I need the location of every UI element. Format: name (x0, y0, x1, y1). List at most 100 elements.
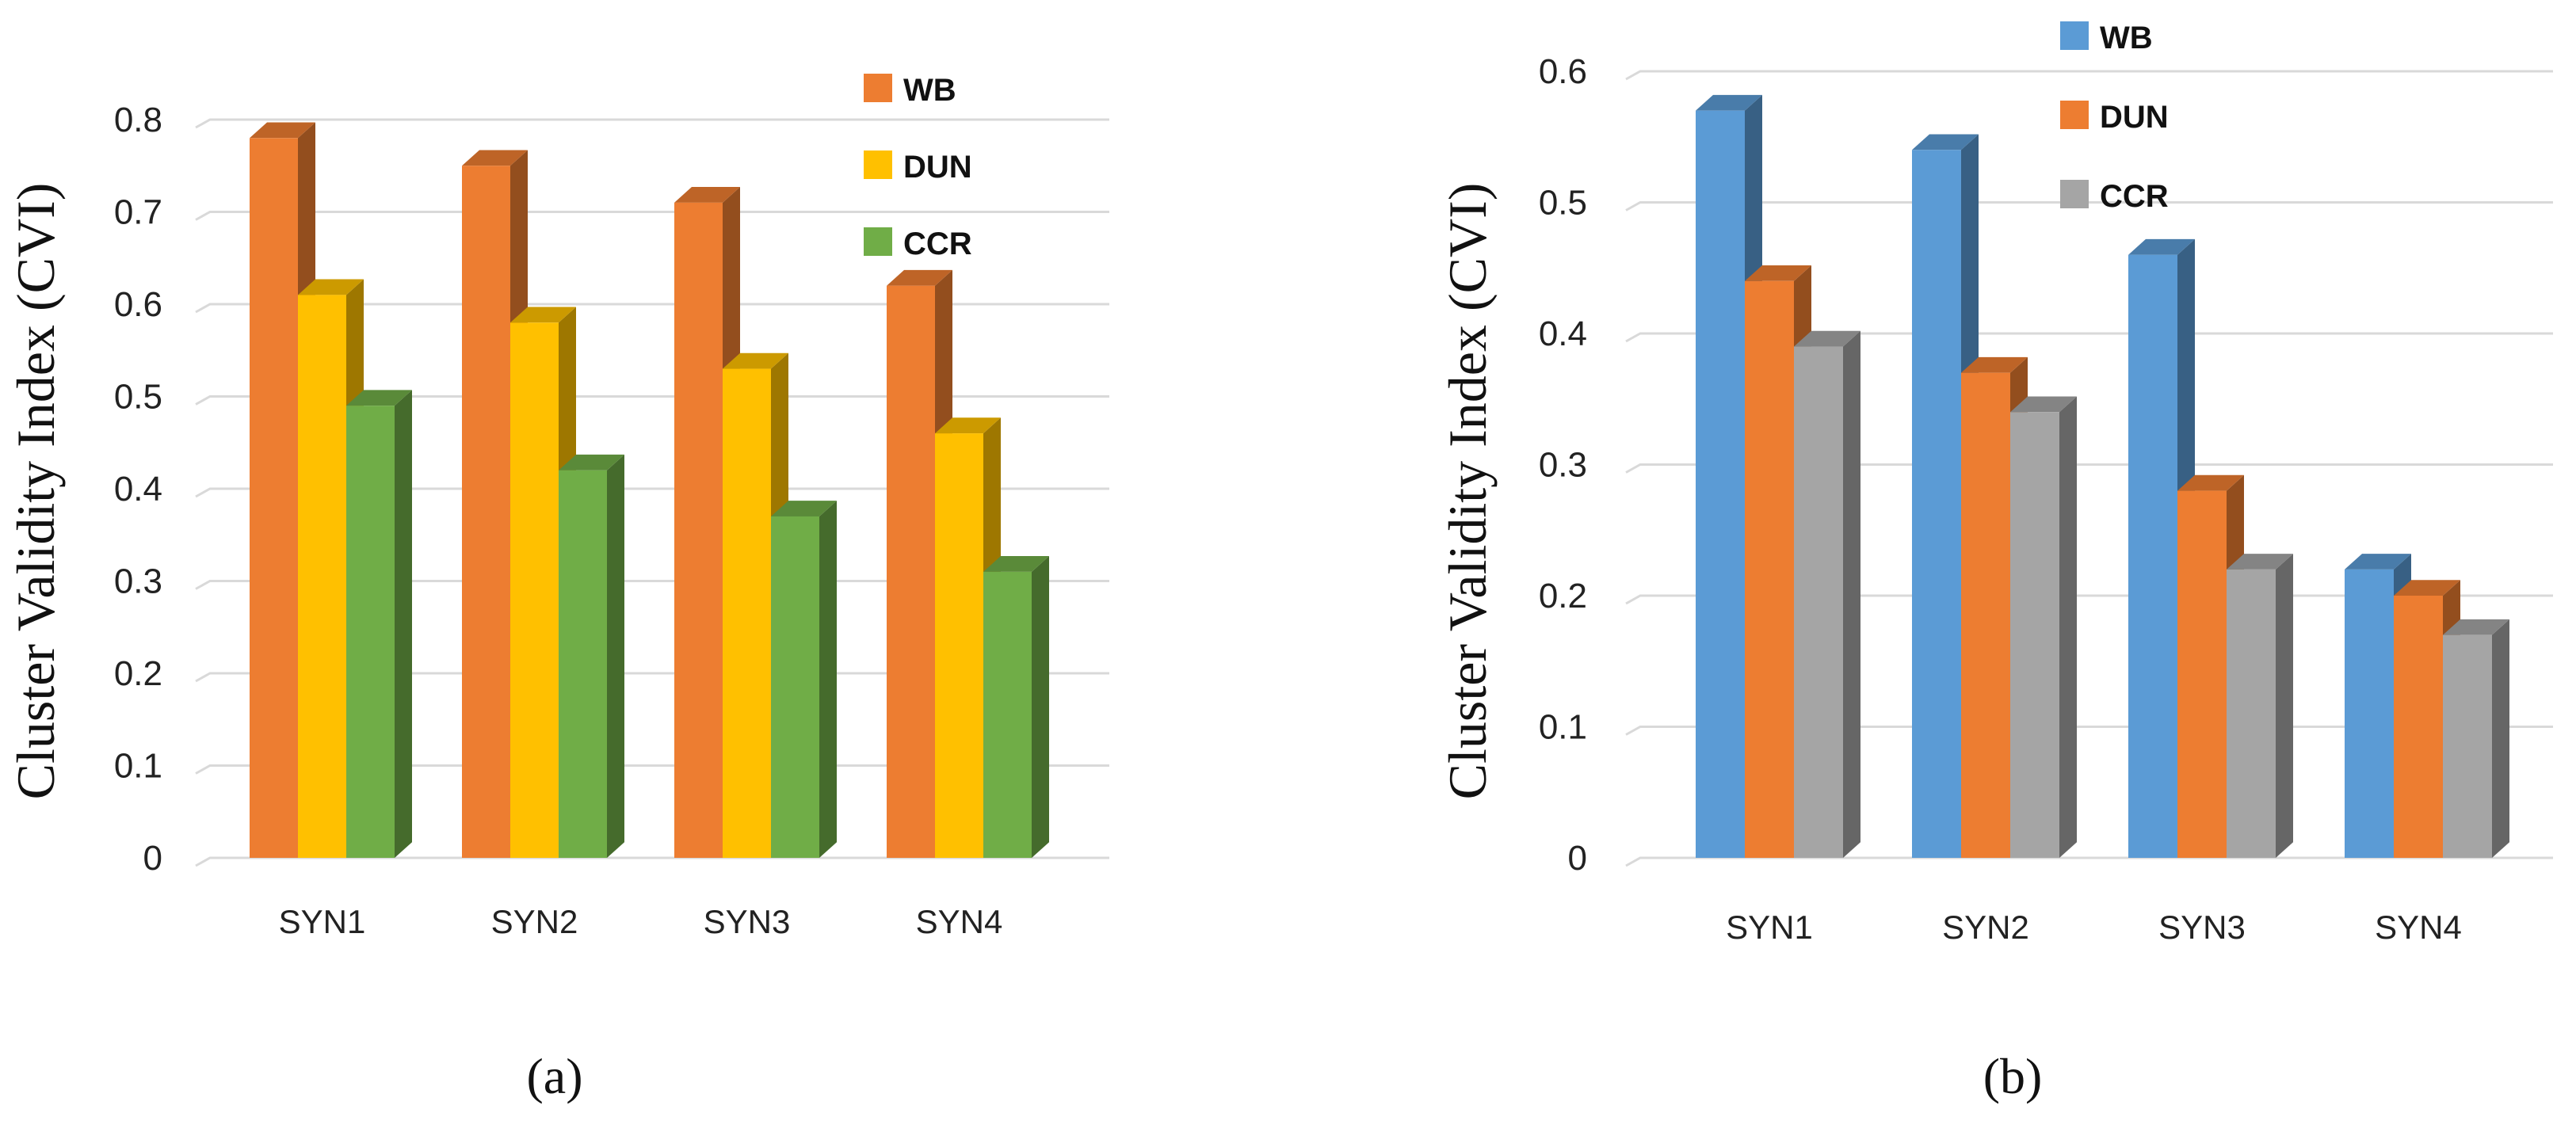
gridline (195, 303, 1109, 314)
y-tick-label: 0 (143, 839, 162, 878)
bar-front (2345, 569, 2394, 858)
bar-front (346, 406, 395, 858)
bar-dun-syn2 (510, 307, 576, 858)
bar-front (559, 470, 607, 858)
bar-top (674, 187, 740, 203)
legend-label: WB (2100, 21, 2153, 55)
legend-label: DUN (2100, 100, 2169, 135)
y-tick-label: 0.6 (1539, 52, 1587, 91)
bar-front (1961, 372, 2010, 858)
bar-side (607, 454, 624, 858)
legend: WB DUN CCR (864, 73, 972, 261)
legend-label: WB (903, 73, 956, 108)
y-tick-label: 0.3 (1539, 446, 1587, 485)
bar-top (559, 454, 624, 471)
bar-front (298, 295, 346, 859)
bar-front (2394, 596, 2443, 858)
bar-front (887, 285, 935, 858)
y-tick-label: 0.5 (114, 378, 162, 417)
bar-top (1961, 356, 2028, 373)
bar-front (2010, 412, 2059, 858)
gridline (195, 395, 1109, 406)
gridline (1625, 201, 2553, 211)
bar-top (771, 501, 837, 516)
bar-ccr-syn2 (559, 454, 624, 858)
x-category-label: SYN3 (2158, 909, 2246, 946)
y-tick-label: 0.1 (114, 747, 162, 786)
legend-swatch (864, 227, 892, 256)
bar-top (723, 352, 788, 369)
bar-ccr-syn2 (2010, 396, 2077, 858)
y-axis-title: Cluster Validity Index (CVI) (1437, 183, 1498, 800)
x-category-label: SYN3 (704, 903, 791, 940)
x-category-label: SYN1 (1726, 909, 1813, 946)
bar-top (1794, 330, 1860, 347)
bar-front (2443, 634, 2492, 858)
bar-top (250, 122, 315, 139)
bar-ccr-syn4 (2443, 619, 2509, 858)
bar-front (771, 516, 819, 858)
bar-top (2128, 238, 2195, 255)
legend-swatch (2060, 101, 2089, 129)
bar-top (2227, 554, 2293, 570)
bar-top (462, 150, 528, 166)
bar-ccr-syn4 (983, 556, 1049, 858)
bar-ccr-syn3 (2227, 554, 2293, 858)
bar-top (2443, 619, 2509, 635)
gridline (195, 487, 1109, 498)
legend-swatch (2060, 21, 2089, 50)
bar-front (1912, 150, 1961, 859)
bar-top (2177, 474, 2244, 491)
x-category-label: SYN1 (279, 903, 366, 940)
y-tick-label: 0.7 (114, 193, 162, 232)
bar-top (2010, 396, 2077, 413)
chart-b: 0 0.1 0.2 0.3 0.4 0.5 0.6 SYN1 SYN2 SYN3 SYN4 WB DUN… (1437, 21, 2553, 1104)
bar-side (1843, 330, 1860, 858)
bar-top (1696, 94, 1762, 111)
bar-front (250, 138, 298, 859)
y-tick-label: 0.5 (1539, 184, 1587, 223)
gridline (195, 856, 1109, 867)
x-category-label: SYN4 (2375, 909, 2462, 946)
y-tick-label: 0.4 (1539, 314, 1587, 353)
y-tick-label: 0 (1568, 839, 1587, 878)
bar-front (1745, 280, 1794, 858)
y-axis-title: Cluster Validity Index (CVI) (6, 183, 66, 800)
panel-label: (b) (1983, 1048, 2043, 1104)
bar-top (983, 556, 1049, 572)
gridline (195, 118, 1109, 129)
bar-side (1032, 556, 1049, 858)
y-tick-label: 0.8 (114, 101, 162, 139)
gridline (195, 211, 1109, 221)
bar-top (1912, 134, 1979, 150)
y-tick-label: 0.2 (114, 654, 162, 693)
bar-side (2276, 554, 2293, 858)
x-category-label: SYN2 (491, 903, 578, 940)
gridlines (195, 118, 1109, 867)
bar-front (2128, 254, 2177, 858)
bar-side (2059, 396, 2077, 858)
bars (250, 122, 1049, 859)
y-tick-label: 0.4 (114, 470, 162, 509)
x-category-label: SYN2 (1942, 909, 2029, 946)
bar-front (2227, 569, 2276, 858)
y-tick-label: 0.3 (114, 562, 162, 601)
legend-label: CCR (903, 227, 972, 261)
y-tick-label: 0.1 (1539, 708, 1587, 747)
legend-swatch (2060, 180, 2089, 208)
legend-swatch (864, 150, 892, 179)
bar-ccr-syn3 (771, 501, 837, 858)
gridline (1625, 70, 2553, 81)
bar-top (2394, 580, 2460, 596)
bar-side (395, 390, 412, 859)
bar-top (298, 279, 364, 295)
bar-ccr-syn1 (346, 390, 412, 859)
bar-front (510, 322, 559, 858)
gridline (1625, 463, 2553, 474)
bar-front (674, 202, 723, 859)
bar-front (2177, 490, 2227, 858)
bar-front (1794, 346, 1843, 858)
bar-side (819, 501, 837, 858)
bar-top (887, 269, 952, 286)
